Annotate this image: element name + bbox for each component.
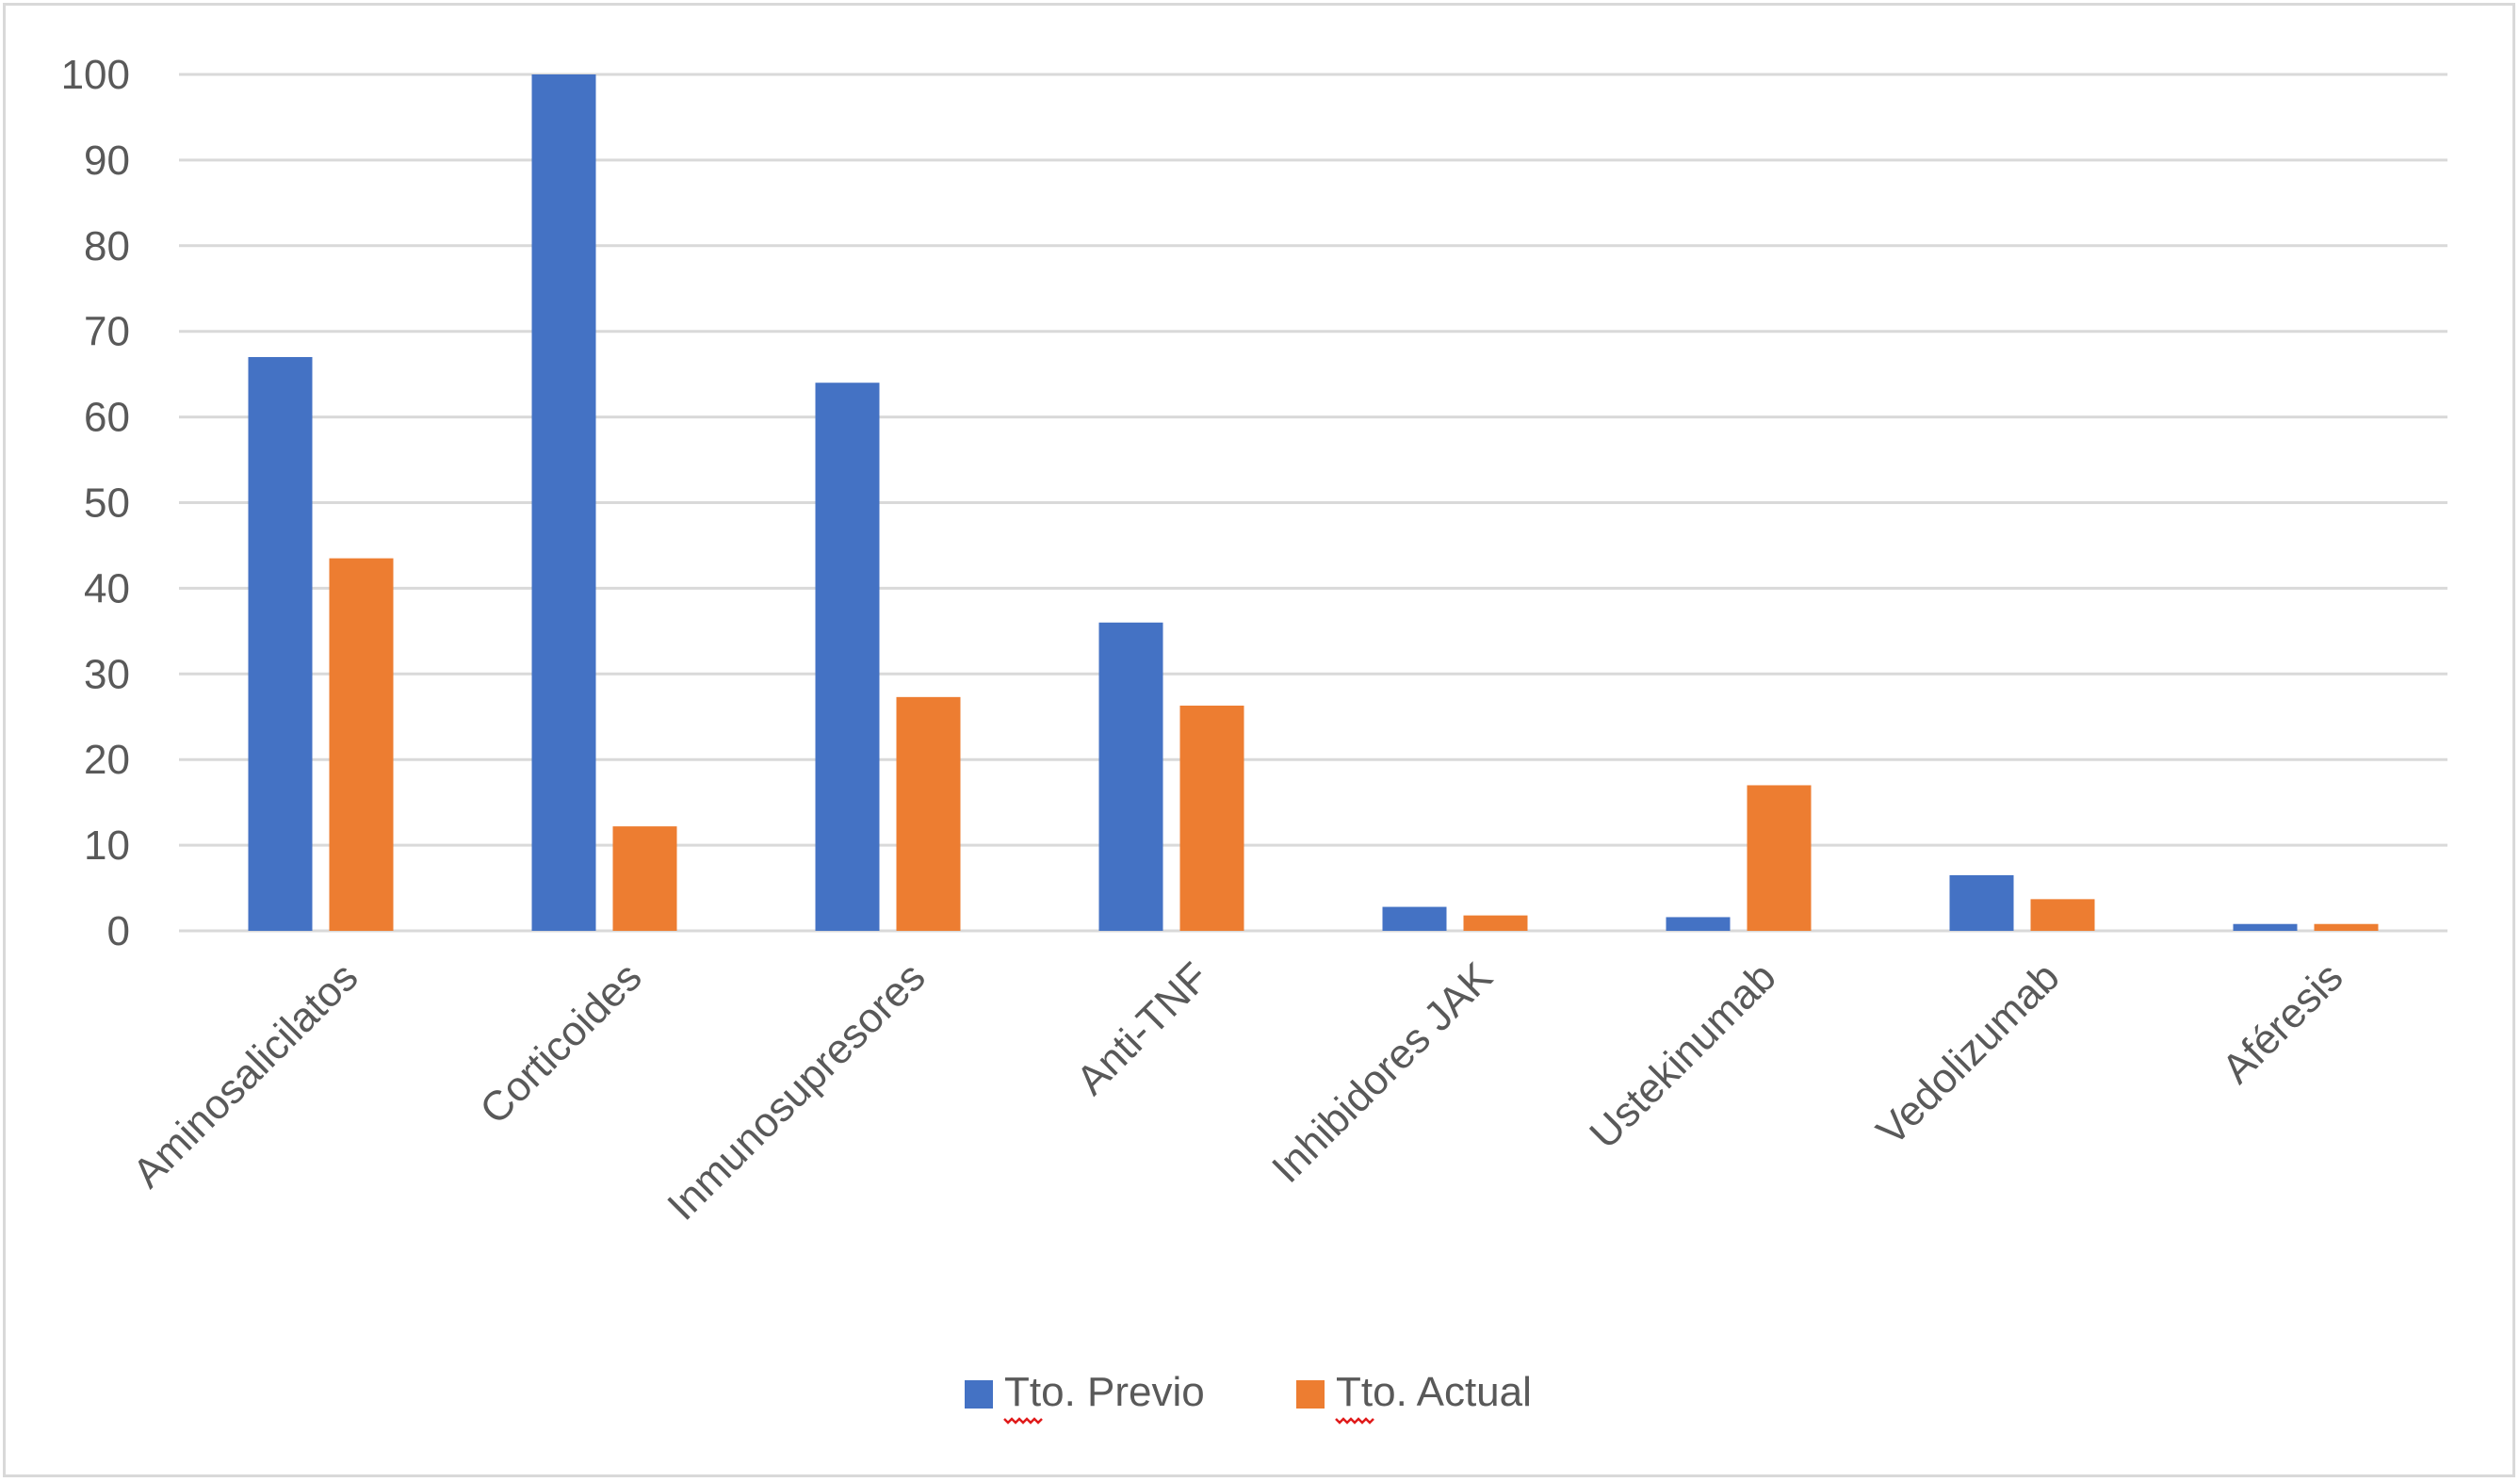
bar-previo-7 xyxy=(2233,923,2298,931)
y-tick-label: 0 xyxy=(107,908,130,954)
legend-swatch xyxy=(1296,1380,1325,1409)
y-tick-label: 20 xyxy=(84,737,130,783)
y-tick-label: 70 xyxy=(84,309,130,355)
y-tick-label: 50 xyxy=(84,480,130,527)
y-axis-ticks: 0 10 20 30 40 50 60 70 80 90 100 xyxy=(61,52,130,954)
legend: Tto. Previo Tto. Actual xyxy=(965,1369,1532,1425)
spellcheck-underline xyxy=(1003,1417,1043,1425)
bar-actual-2 xyxy=(896,696,961,931)
legend-item: Tto. Previo xyxy=(965,1369,1205,1425)
y-tick-label: 100 xyxy=(61,52,130,98)
bar-actual-6 xyxy=(2030,899,2095,931)
y-tick-label: 30 xyxy=(84,651,130,697)
y-tick-label: 80 xyxy=(84,223,130,269)
bar-previo-3 xyxy=(1098,622,1163,931)
bar-previo-0 xyxy=(248,356,313,932)
spellcheck-underline xyxy=(1335,1417,1374,1425)
y-tick-label: 10 xyxy=(84,822,130,869)
x-tick-label: Inmunosupresores xyxy=(658,953,934,1229)
bar-previo-5 xyxy=(1666,917,1731,931)
bar-actual-5 xyxy=(1747,785,1812,931)
bar-previo-4 xyxy=(1382,906,1447,931)
y-tick-label: 40 xyxy=(84,565,130,611)
x-axis-labels: Aminosalicilatos Corticoides Inmunosupreso… xyxy=(124,953,2352,1229)
y-tick-label: 90 xyxy=(84,138,130,184)
x-tick-label: Anti-TNF xyxy=(1067,953,1217,1103)
chart-frame xyxy=(3,3,2515,1477)
x-tick-label: Corticoides xyxy=(471,953,650,1132)
x-tick-label: Aféresis xyxy=(2214,953,2352,1092)
bar-actual-0 xyxy=(329,558,394,931)
legend-label: Tto. Actual xyxy=(1336,1369,1532,1415)
legend-item: Tto. Actual xyxy=(1296,1369,1532,1425)
bars xyxy=(248,74,2379,932)
x-tick-label: Ustekinumab xyxy=(1581,953,1784,1157)
x-tick-label: Inhibidores JAK xyxy=(1263,953,1502,1192)
bar-previo-2 xyxy=(815,383,880,931)
bar-actual-4 xyxy=(1463,915,1528,931)
legend-swatch xyxy=(965,1380,993,1409)
legend-label: Tto. Previo xyxy=(1004,1369,1205,1415)
bar-actual-7 xyxy=(2314,923,2379,931)
gridlines xyxy=(179,73,2447,933)
x-tick-label: Vedolizumab xyxy=(1868,953,2069,1154)
bar-actual-1 xyxy=(612,826,677,931)
bar-actual-3 xyxy=(1179,705,1244,931)
x-tick-label: Aminosalicilatos xyxy=(124,953,367,1197)
y-tick-label: 60 xyxy=(84,395,130,441)
bar-previo-6 xyxy=(1949,874,2014,931)
bar-previo-1 xyxy=(531,74,596,931)
